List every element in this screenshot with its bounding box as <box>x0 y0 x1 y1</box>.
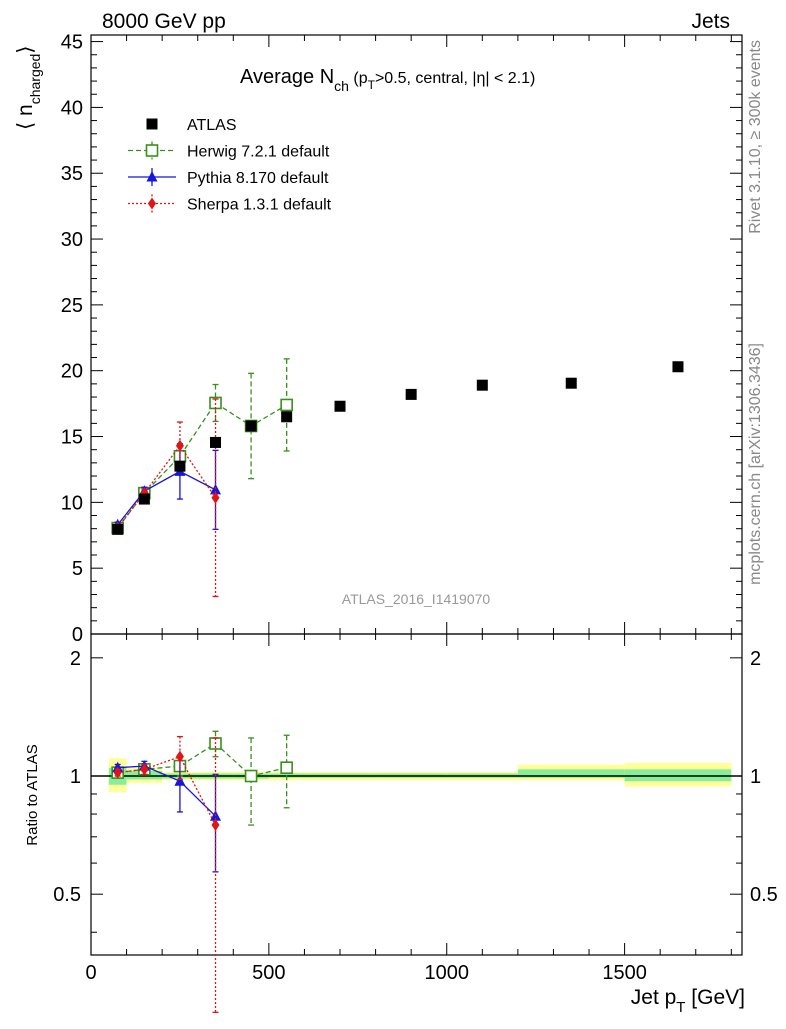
main-y-tick-label: 5 <box>72 558 83 580</box>
main-y-tick-label: 35 <box>61 163 83 185</box>
header-energy-label: 8000 GeV pp <box>102 10 226 33</box>
legend-herwig-label: Herwig 7.2.1 default <box>187 144 330 161</box>
x-tick-label: 1500 <box>602 962 647 984</box>
ratio-band-inner <box>517 769 625 778</box>
main-y-tick-label: 25 <box>61 295 83 317</box>
legend-atlas-marker <box>146 118 158 130</box>
main-atlas-point <box>138 493 150 505</box>
header-process-label: Jets <box>691 10 730 33</box>
main-atlas-point <box>672 361 684 373</box>
analysis-watermark: ATLAS_2016_I1419070 <box>342 591 491 607</box>
ratio-y-tick-label-right: 1 <box>750 766 761 788</box>
main-pythia-line <box>117 470 216 526</box>
x-tick-label: 500 <box>252 962 285 984</box>
ratio-y-tick-label: 1 <box>70 766 81 788</box>
ratio-y-tick-label-right: 0.5 <box>750 884 778 906</box>
ratio-y-tick-label-right: 2 <box>750 648 761 670</box>
main-y-tick-label: 20 <box>61 361 83 383</box>
ratio-herwig-line <box>117 742 287 777</box>
main-atlas-point <box>476 379 488 391</box>
mcplots-reference-label: mcplots.cern.ch [arXiv:1306.3436] <box>747 343 764 585</box>
main-atlas-point <box>565 377 577 389</box>
main-sherpa-point <box>175 439 184 452</box>
main-atlas-point <box>281 411 293 423</box>
main-y-tick-label: 40 <box>61 97 83 119</box>
main-sherpa-point <box>211 491 220 504</box>
main-plot-title: Average Nch (pT>0.5, central, |η| < 2.1) <box>240 66 535 94</box>
legend-atlas-label: ATLAS <box>187 117 237 134</box>
ratio-sherpa-point <box>211 819 220 832</box>
main-y-tick-label: 30 <box>61 229 83 251</box>
main-y-tick-label: 45 <box>61 32 83 54</box>
legend-sherpa-marker <box>148 197 156 210</box>
legend-sherpa-label: Sherpa 1.3.1 default <box>187 197 332 214</box>
x-tick-label: 1000 <box>424 962 469 984</box>
ratio-plot-frame <box>90 633 743 956</box>
main-atlas-point <box>334 400 346 412</box>
legend-pythia-label: Pythia 8.170 default <box>187 170 329 187</box>
ratio-pythia-point <box>174 775 186 786</box>
main-atlas-point <box>405 388 417 400</box>
main-y-tick-label: 0 <box>72 624 83 646</box>
main-atlas-point <box>112 523 124 535</box>
ratio-y-axis-label: Ratio to ATLAS <box>24 744 41 845</box>
ratio-pythia-line <box>117 765 216 817</box>
main-y-tick-label: 15 <box>61 427 83 449</box>
main-pythia-point <box>210 483 222 495</box>
x-tick-label: 0 <box>85 962 96 984</box>
main-y-tick-label: 10 <box>61 492 83 514</box>
main-herwig-line <box>117 402 287 529</box>
main-herwig-point <box>280 398 293 412</box>
ratio-herwig-point <box>280 761 293 774</box>
ratio-sherpa-point <box>113 766 122 779</box>
ratio-y-tick-label: 2 <box>70 648 81 670</box>
x-axis-label: Jet pT [GeV] <box>631 986 745 1016</box>
ratio-sherpa-line <box>117 755 217 826</box>
ratio-sherpa-point <box>175 750 184 763</box>
main-sherpa-line <box>117 444 217 528</box>
ratio-y-tick-label: 0.5 <box>53 884 81 906</box>
main-y-axis-label: ⟨ ncharged⟩ <box>14 45 43 130</box>
ratio-sherpa-point <box>140 763 149 776</box>
main-atlas-point <box>245 420 257 432</box>
ratio-herwig-point <box>244 769 258 783</box>
legend-herwig-marker <box>145 144 159 157</box>
legend-pythia-marker <box>146 171 158 182</box>
rivet-version-label: Rivet 3.1.10, ≥ 300k events <box>747 40 764 234</box>
main-atlas-point <box>174 460 186 472</box>
main-atlas-point <box>210 436 222 448</box>
